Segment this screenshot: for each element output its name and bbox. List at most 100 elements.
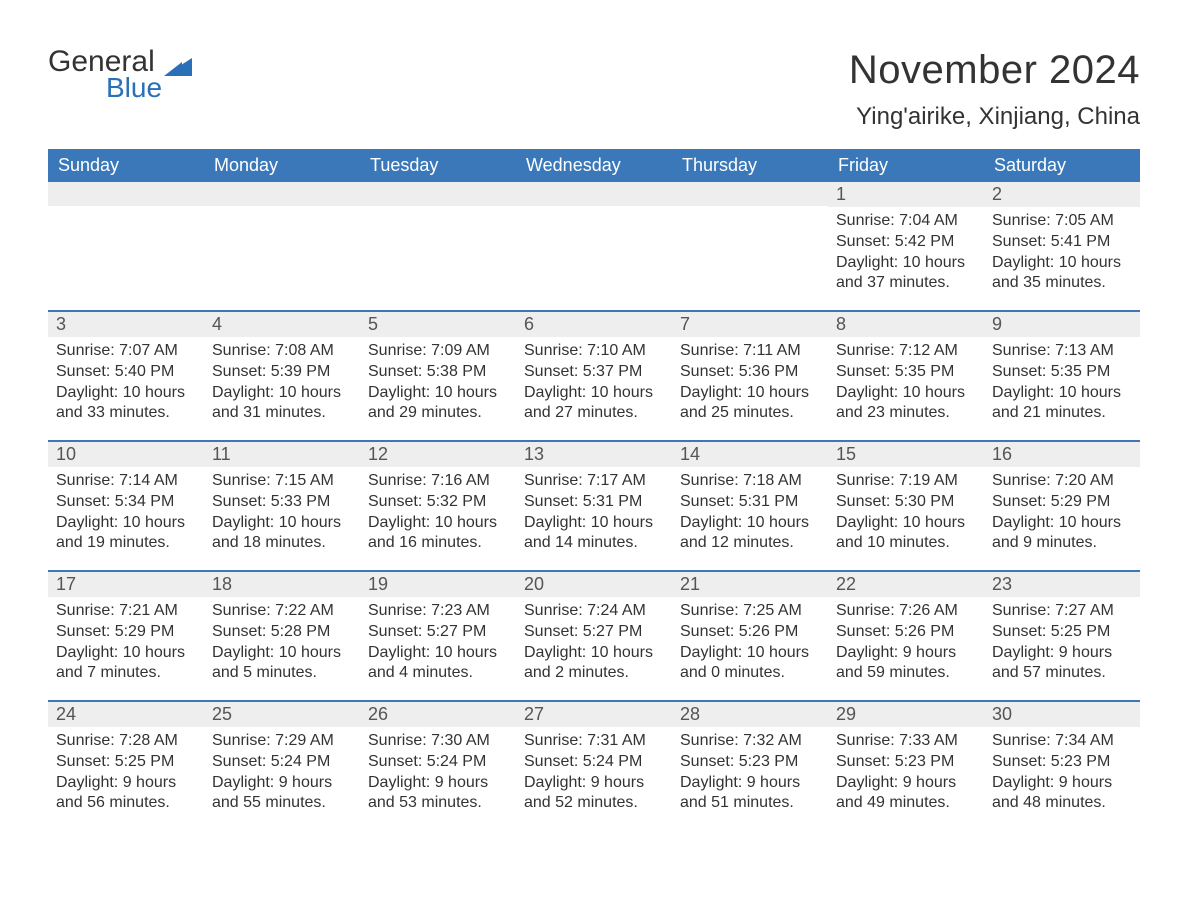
- empty-daynum-bar: [516, 182, 672, 206]
- day-body: Sunrise: 7:14 AMSunset: 5:34 PMDaylight:…: [48, 467, 204, 554]
- dow-cell: Saturday: [984, 149, 1140, 182]
- location: Ying'airike, Xinjiang, China: [849, 103, 1140, 131]
- day-body: Sunrise: 7:22 AMSunset: 5:28 PMDaylight:…: [204, 597, 360, 684]
- daylight-line: Daylight: 10 hours and 19 minutes.: [56, 513, 196, 555]
- day-number: 28: [672, 702, 828, 727]
- day-body: Sunrise: 7:21 AMSunset: 5:29 PMDaylight:…: [48, 597, 204, 684]
- day-cell: 3Sunrise: 7:07 AMSunset: 5:40 PMDaylight…: [48, 312, 204, 440]
- day-body: Sunrise: 7:04 AMSunset: 5:42 PMDaylight:…: [828, 207, 984, 294]
- day-cell: 13Sunrise: 7:17 AMSunset: 5:31 PMDayligh…: [516, 442, 672, 570]
- sunrise-line: Sunrise: 7:14 AM: [56, 471, 196, 492]
- sunset-line: Sunset: 5:24 PM: [212, 752, 352, 773]
- sunset-line: Sunset: 5:33 PM: [212, 492, 352, 513]
- day-number: 17: [48, 572, 204, 597]
- header: General Blue November 2024 Ying'airike, …: [48, 48, 1140, 131]
- daylight-line: Daylight: 9 hours and 53 minutes.: [368, 773, 508, 815]
- daylight-line: Daylight: 10 hours and 23 minutes.: [836, 383, 976, 425]
- daylight-line: Daylight: 10 hours and 7 minutes.: [56, 643, 196, 685]
- day-cell: 11Sunrise: 7:15 AMSunset: 5:33 PMDayligh…: [204, 442, 360, 570]
- empty-cell: [204, 182, 360, 310]
- day-cell: 26Sunrise: 7:30 AMSunset: 5:24 PMDayligh…: [360, 702, 516, 830]
- day-cell: 25Sunrise: 7:29 AMSunset: 5:24 PMDayligh…: [204, 702, 360, 830]
- day-cell: 18Sunrise: 7:22 AMSunset: 5:28 PMDayligh…: [204, 572, 360, 700]
- sunset-line: Sunset: 5:23 PM: [680, 752, 820, 773]
- day-number: 20: [516, 572, 672, 597]
- day-number: 24: [48, 702, 204, 727]
- sunset-line: Sunset: 5:29 PM: [992, 492, 1132, 513]
- sunset-line: Sunset: 5:28 PM: [212, 622, 352, 643]
- day-number: 23: [984, 572, 1140, 597]
- day-body: Sunrise: 7:19 AMSunset: 5:30 PMDaylight:…: [828, 467, 984, 554]
- title-block: November 2024 Ying'airike, Xinjiang, Chi…: [849, 48, 1140, 131]
- day-number: 3: [48, 312, 204, 337]
- day-cell: 4Sunrise: 7:08 AMSunset: 5:39 PMDaylight…: [204, 312, 360, 440]
- sunset-line: Sunset: 5:25 PM: [56, 752, 196, 773]
- day-cell: 24Sunrise: 7:28 AMSunset: 5:25 PMDayligh…: [48, 702, 204, 830]
- sunrise-line: Sunrise: 7:05 AM: [992, 211, 1132, 232]
- day-cell: 6Sunrise: 7:10 AMSunset: 5:37 PMDaylight…: [516, 312, 672, 440]
- day-body: Sunrise: 7:25 AMSunset: 5:26 PMDaylight:…: [672, 597, 828, 684]
- week-row: 3Sunrise: 7:07 AMSunset: 5:40 PMDaylight…: [48, 310, 1140, 440]
- sunset-line: Sunset: 5:34 PM: [56, 492, 196, 513]
- day-body: Sunrise: 7:10 AMSunset: 5:37 PMDaylight:…: [516, 337, 672, 424]
- daylight-line: Daylight: 10 hours and 25 minutes.: [680, 383, 820, 425]
- day-body: Sunrise: 7:28 AMSunset: 5:25 PMDaylight:…: [48, 727, 204, 814]
- empty-cell: [48, 182, 204, 310]
- sunset-line: Sunset: 5:23 PM: [836, 752, 976, 773]
- sunrise-line: Sunrise: 7:16 AM: [368, 471, 508, 492]
- week-row: 1Sunrise: 7:04 AMSunset: 5:42 PMDaylight…: [48, 182, 1140, 310]
- sunset-line: Sunset: 5:25 PM: [992, 622, 1132, 643]
- sunrise-line: Sunrise: 7:25 AM: [680, 601, 820, 622]
- day-number: 19: [360, 572, 516, 597]
- sunset-line: Sunset: 5:32 PM: [368, 492, 508, 513]
- day-number: 5: [360, 312, 516, 337]
- sunrise-line: Sunrise: 7:31 AM: [524, 731, 664, 752]
- sunrise-line: Sunrise: 7:08 AM: [212, 341, 352, 362]
- sunrise-line: Sunrise: 7:26 AM: [836, 601, 976, 622]
- day-number: 25: [204, 702, 360, 727]
- sunrise-line: Sunrise: 7:32 AM: [680, 731, 820, 752]
- day-number: 8: [828, 312, 984, 337]
- sunrise-line: Sunrise: 7:33 AM: [836, 731, 976, 752]
- day-number: 27: [516, 702, 672, 727]
- dow-cell: Sunday: [48, 149, 204, 182]
- sunset-line: Sunset: 5:30 PM: [836, 492, 976, 513]
- daylight-line: Daylight: 10 hours and 31 minutes.: [212, 383, 352, 425]
- day-number: 11: [204, 442, 360, 467]
- sunrise-line: Sunrise: 7:07 AM: [56, 341, 196, 362]
- daylight-line: Daylight: 9 hours and 49 minutes.: [836, 773, 976, 815]
- day-cell: 17Sunrise: 7:21 AMSunset: 5:29 PMDayligh…: [48, 572, 204, 700]
- day-body: Sunrise: 7:08 AMSunset: 5:39 PMDaylight:…: [204, 337, 360, 424]
- day-body: Sunrise: 7:15 AMSunset: 5:33 PMDaylight:…: [204, 467, 360, 554]
- sunrise-line: Sunrise: 7:13 AM: [992, 341, 1132, 362]
- day-body: Sunrise: 7:18 AMSunset: 5:31 PMDaylight:…: [672, 467, 828, 554]
- day-body: Sunrise: 7:20 AMSunset: 5:29 PMDaylight:…: [984, 467, 1140, 554]
- day-body: Sunrise: 7:33 AMSunset: 5:23 PMDaylight:…: [828, 727, 984, 814]
- day-body: Sunrise: 7:34 AMSunset: 5:23 PMDaylight:…: [984, 727, 1140, 814]
- sunrise-line: Sunrise: 7:28 AM: [56, 731, 196, 752]
- daylight-line: Daylight: 9 hours and 55 minutes.: [212, 773, 352, 815]
- sunrise-line: Sunrise: 7:20 AM: [992, 471, 1132, 492]
- day-cell: 21Sunrise: 7:25 AMSunset: 5:26 PMDayligh…: [672, 572, 828, 700]
- day-cell: 19Sunrise: 7:23 AMSunset: 5:27 PMDayligh…: [360, 572, 516, 700]
- daylight-line: Daylight: 10 hours and 35 minutes.: [992, 253, 1132, 295]
- day-number: 14: [672, 442, 828, 467]
- day-body: Sunrise: 7:29 AMSunset: 5:24 PMDaylight:…: [204, 727, 360, 814]
- day-number: 29: [828, 702, 984, 727]
- day-body: Sunrise: 7:27 AMSunset: 5:25 PMDaylight:…: [984, 597, 1140, 684]
- week-row: 10Sunrise: 7:14 AMSunset: 5:34 PMDayligh…: [48, 440, 1140, 570]
- month-title: November 2024: [849, 48, 1140, 93]
- sunset-line: Sunset: 5:24 PM: [524, 752, 664, 773]
- day-cell: 29Sunrise: 7:33 AMSunset: 5:23 PMDayligh…: [828, 702, 984, 830]
- daylight-line: Daylight: 10 hours and 16 minutes.: [368, 513, 508, 555]
- sunrise-line: Sunrise: 7:12 AM: [836, 341, 976, 362]
- day-cell: 9Sunrise: 7:13 AMSunset: 5:35 PMDaylight…: [984, 312, 1140, 440]
- day-body: Sunrise: 7:30 AMSunset: 5:24 PMDaylight:…: [360, 727, 516, 814]
- day-body: Sunrise: 7:31 AMSunset: 5:24 PMDaylight:…: [516, 727, 672, 814]
- daylight-line: Daylight: 10 hours and 14 minutes.: [524, 513, 664, 555]
- empty-daynum-bar: [48, 182, 204, 206]
- day-cell: 5Sunrise: 7:09 AMSunset: 5:38 PMDaylight…: [360, 312, 516, 440]
- day-number: 18: [204, 572, 360, 597]
- daylight-line: Daylight: 9 hours and 56 minutes.: [56, 773, 196, 815]
- empty-daynum-bar: [360, 182, 516, 206]
